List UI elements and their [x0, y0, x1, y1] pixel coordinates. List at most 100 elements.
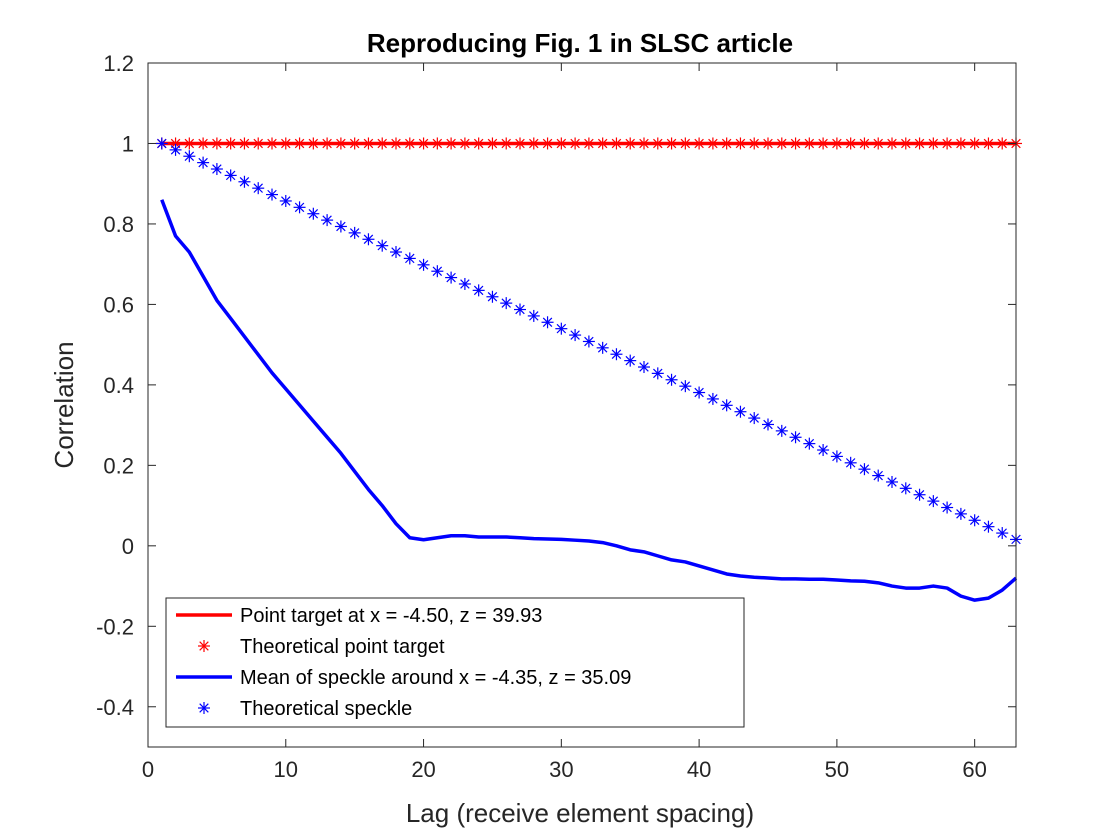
data-point-marker — [569, 329, 582, 342]
data-point-marker — [293, 201, 306, 214]
y-tick-label: 0 — [122, 534, 134, 559]
data-point-marker — [514, 137, 526, 150]
data-point-marker — [486, 137, 499, 150]
data-point-marker — [872, 469, 885, 482]
axes-box — [147, 62, 1017, 748]
data-point-marker — [445, 271, 458, 284]
x-tick-label: 10 — [274, 757, 298, 782]
data-point-marker — [982, 137, 995, 150]
data-point-marker — [279, 194, 292, 207]
data-point-marker — [348, 226, 361, 239]
data-point-marker — [789, 137, 802, 150]
y-tick-label: 0.8 — [103, 212, 134, 237]
data-point-marker — [665, 137, 678, 150]
data-point-marker — [734, 405, 747, 418]
data-point-marker — [830, 450, 843, 463]
data-point-marker — [210, 163, 223, 176]
y-tick-label: 0.2 — [103, 453, 134, 478]
data-point-marker — [458, 277, 471, 290]
y-tick-label: -0.4 — [96, 695, 134, 720]
data-point-marker — [362, 137, 375, 150]
data-point-marker — [155, 137, 168, 150]
data-point-marker — [748, 412, 761, 425]
data-point-marker — [720, 137, 733, 150]
data-point-marker — [582, 137, 595, 150]
data-point-marker — [968, 514, 981, 527]
data-point-marker — [334, 220, 347, 233]
data-point-marker — [238, 137, 251, 150]
data-point-marker — [734, 137, 747, 150]
series-markers-3 — [155, 137, 1022, 546]
data-point-marker — [596, 341, 609, 354]
data-point-marker — [390, 246, 402, 259]
data-point-marker — [624, 354, 637, 367]
data-point-marker — [762, 137, 774, 150]
data-point-marker — [238, 175, 251, 188]
data-point-marker — [762, 418, 774, 431]
x-tick-label: 20 — [411, 757, 435, 782]
data-point-marker — [197, 156, 210, 169]
data-point-marker — [927, 495, 940, 508]
data-point-marker — [638, 361, 650, 374]
data-point-marker — [610, 137, 623, 150]
y-tick-label: 1.2 — [103, 51, 134, 76]
data-point-marker — [638, 137, 650, 150]
data-point-marker — [651, 367, 664, 380]
data-point-marker — [541, 137, 554, 150]
data-point-marker — [748, 137, 761, 150]
data-point-marker — [417, 137, 430, 150]
data-point-marker — [886, 137, 898, 150]
data-point-marker — [582, 335, 595, 348]
data-point-marker — [872, 137, 885, 150]
y-tick-label: 0.6 — [103, 292, 134, 317]
data-point-marker — [169, 143, 182, 156]
data-point-marker — [624, 137, 637, 150]
data-point-marker — [569, 137, 582, 150]
data-point-marker — [334, 137, 347, 150]
data-point-marker — [844, 456, 857, 469]
data-point-marker — [527, 137, 540, 150]
y-tick-label: -0.2 — [96, 614, 134, 639]
data-point-marker — [596, 137, 609, 150]
data-point-marker — [197, 137, 210, 150]
data-point-marker — [899, 137, 912, 150]
data-point-marker — [252, 137, 265, 150]
data-point-marker — [321, 137, 334, 150]
data-point-marker — [775, 137, 788, 150]
data-point-marker — [472, 137, 485, 150]
legend-box — [165, 597, 745, 728]
data-point-marker — [927, 137, 940, 150]
data-point-marker — [486, 290, 499, 303]
data-point-marker — [224, 169, 237, 182]
data-point-marker — [982, 520, 995, 533]
x-tick-label: 30 — [549, 757, 573, 782]
data-point-marker — [679, 137, 692, 150]
data-point-marker — [775, 424, 788, 437]
data-point-marker — [954, 507, 967, 520]
data-point-marker — [417, 258, 430, 271]
data-point-marker — [321, 214, 334, 227]
data-point-marker — [651, 137, 664, 150]
data-point-marker — [830, 137, 843, 150]
x-tick-label: 50 — [825, 757, 849, 782]
data-point-marker — [817, 137, 830, 150]
data-point-marker — [913, 488, 926, 501]
data-point-marker — [348, 137, 361, 150]
x-tick-label: 40 — [687, 757, 711, 782]
data-point-marker — [954, 137, 967, 150]
data-point-marker — [252, 182, 265, 195]
data-point-marker — [886, 475, 898, 488]
data-point-marker — [472, 284, 485, 297]
data-point-marker — [541, 316, 554, 329]
data-point-marker — [706, 392, 719, 405]
y-tick-label: 1 — [122, 131, 134, 156]
legend-label-1: Theoretical point target — [240, 636, 445, 658]
data-point-marker — [279, 137, 292, 150]
data-point-marker — [789, 431, 802, 444]
data-point-marker — [844, 137, 857, 150]
data-point-marker — [293, 137, 306, 150]
data-point-marker — [817, 444, 830, 457]
data-point-marker — [693, 137, 706, 150]
data-point-marker — [968, 137, 981, 150]
